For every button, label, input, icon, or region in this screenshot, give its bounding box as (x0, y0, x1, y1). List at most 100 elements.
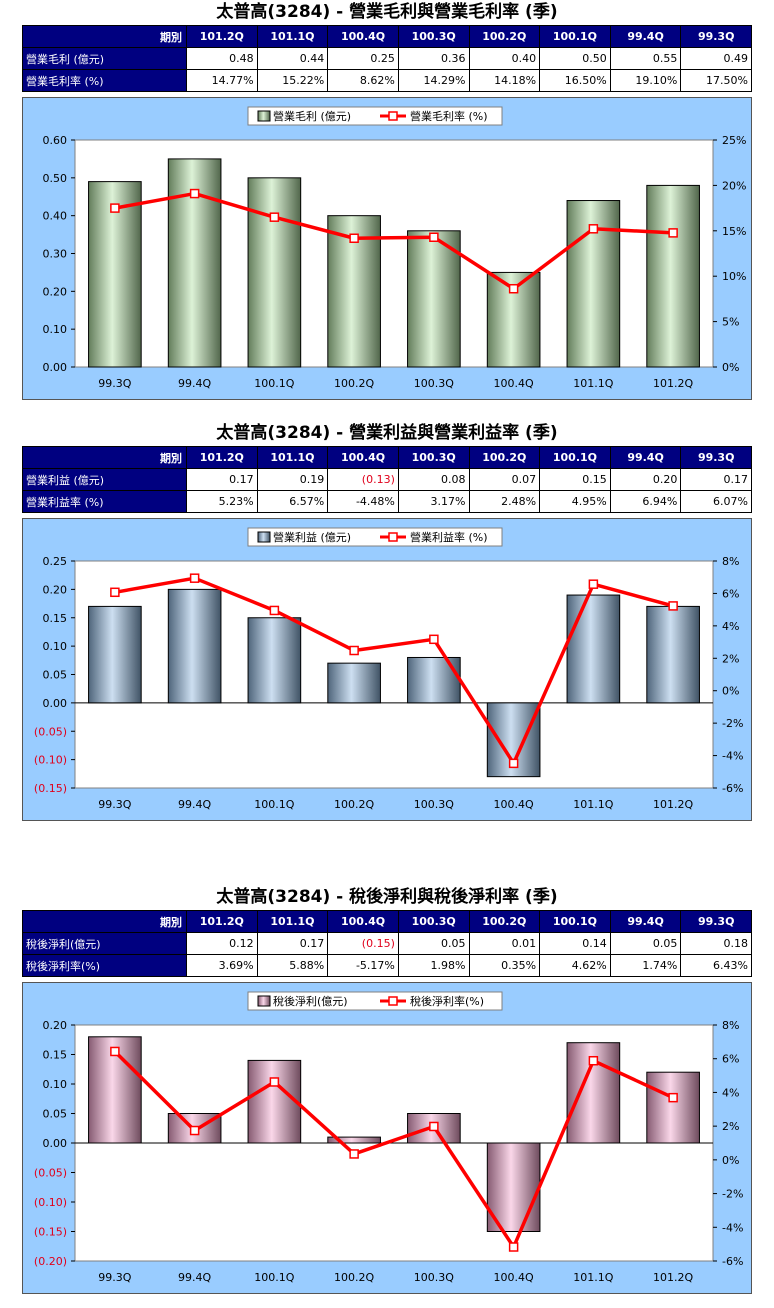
x-tick-label: 100.1Q (254, 377, 294, 390)
chart-title: 太普高(3284) - 營業毛利與營業毛利率 (季) (216, 2, 558, 22)
line-point (508, 1242, 519, 1252)
chart-panel: (0.20) (0.15) (0.10) (0.05) 0.00 0.05 0.10 0.15… (22, 982, 752, 1294)
y-tick-label: (0.05) (34, 725, 67, 738)
y2-tick-label: 4% (722, 1086, 739, 1099)
line-point (508, 283, 519, 294)
x-tick-label: 100.4Q (494, 1271, 534, 1284)
legend-bar-label: 稅後淨利(億元) (273, 994, 348, 1008)
data-table: 期別 101.2Q 101.1Q 100.4Q 100.3Q 100.2Q 10… (22, 910, 752, 977)
line-point (588, 1055, 599, 1066)
table-cell: 0.50 (539, 47, 611, 70)
table-header-cell: 99.3Q (680, 910, 752, 933)
line-point (588, 579, 599, 589)
x-tick-label: 101.1Q (573, 798, 613, 811)
row-label: 稅後淨利率(%) (22, 954, 187, 977)
y2-tick-label: -2% (722, 717, 743, 730)
table-header-cell: 100.3Q (397, 910, 470, 933)
y-tick-label: 0.40 (43, 210, 68, 223)
x-tick-label: 101.1Q (573, 1271, 613, 1284)
x-tick-label: 99.3Q (98, 798, 131, 811)
table-cell: 0.08 (397, 468, 470, 491)
y-tick-label: 0.05 (43, 1108, 68, 1121)
line-point (269, 605, 280, 616)
x-tick-label: 101.2Q (653, 798, 693, 811)
table-row: 營業利益 (億元) 0.17 0.19 (0.13) 0.08 0.07 0.1… (22, 468, 752, 491)
y2-tick-label: 5% (722, 316, 739, 329)
table-cell: 6.94% (609, 490, 682, 513)
y-tick-label: 0.15 (43, 612, 68, 625)
x-tick-label: 100.3Q (414, 1271, 454, 1284)
table-cell: 1.98% (397, 954, 470, 977)
table-header-cell: 100.1Q (539, 446, 611, 469)
table-cell: 0.07 (468, 468, 541, 491)
x-tick-label: 99.4Q (178, 798, 211, 811)
series-line (113, 1050, 674, 1249)
y2-tick-label: 25% (722, 134, 746, 147)
legend-line-label: 營業利益率 (%) (410, 530, 488, 544)
line-point (668, 228, 678, 238)
x-tick-label: 100.2Q (334, 1271, 374, 1284)
y2-tick-label: 2% (722, 1120, 739, 1133)
table-cell: 0.15 (539, 468, 611, 491)
series-line (114, 191, 674, 291)
table-cell: 0.49 (680, 47, 752, 70)
chart-panel: (0.15) (0.10) (0.05) 0.00 0.05 0.10 0.15 0.20 0.… (22, 518, 752, 821)
legend-bar-label: 營業毛利 (億元) (273, 110, 351, 123)
legend-line-marker (388, 532, 398, 542)
y-tick-label: 0.15 (43, 1049, 68, 1062)
operating-income-chart: (0.15) (0.10) (0.05) 0.00 0.05 0.10 0.15 0.20 0.… (34, 527, 743, 811)
bar (247, 177, 302, 368)
table-cell: 19.10% (609, 69, 682, 92)
gross-profit-chart: 0.00 0.10 0.20 0.30 0.40 0.50 0.60 0% 5% 10% 15% 20… (43, 106, 746, 390)
x-tick-label: 100.3Q (414, 798, 454, 811)
table-cell: 17.50% (680, 69, 752, 92)
table-cell: 4.95% (539, 490, 611, 513)
table-cell: 14.18% (468, 69, 541, 92)
y-tick-label: (0.10) (34, 754, 67, 767)
y-tick-label: 0.05 (43, 669, 68, 682)
net-income-section: 太普高(3284) - 稅後淨利與稅後淨利率 (季) 期別 101.2Q 101… (0, 886, 774, 1306)
y2-tick-label: 8% (722, 555, 739, 568)
table-cell: 0.20 (609, 468, 682, 491)
table-header-cell: 99.3Q (680, 446, 752, 469)
table-header-cell: 100.3Q (397, 25, 470, 48)
table-header-cell: 100.2Q (468, 25, 541, 48)
line-point (508, 758, 519, 769)
x-tick-label: 99.3Q (98, 377, 131, 390)
y2-tick-label: -6% (722, 782, 743, 795)
y2-tick-label: 20% (722, 179, 746, 192)
row-label: 營業利益 (億元) (22, 468, 187, 491)
table-cell: 0.40 (468, 47, 541, 70)
y-tick-label: 0.00 (43, 1137, 68, 1150)
line-point (429, 232, 439, 242)
line-point (110, 203, 120, 213)
legend: 營業毛利 (億元) 營業毛利率 (%) (247, 106, 503, 126)
table-header-cell: 99.4Q (609, 910, 682, 933)
table-header-cell: 期別 (22, 910, 187, 933)
row-label: 營業利益率 (%) (22, 490, 187, 513)
table-cell: 0.05 (609, 932, 682, 955)
table-cell: 3.17% (397, 490, 470, 513)
table-cell: (0.13) (327, 468, 399, 491)
table-cell: 0.55 (609, 47, 682, 70)
y2-tick-label: 0% (722, 1154, 739, 1167)
x-tick-label: 100.4Q (494, 377, 534, 390)
table-header-row: 期別 101.2Q 101.1Q 100.4Q 100.3Q 100.2Q 10… (22, 446, 752, 469)
table-header-cell: 101.1Q (256, 910, 329, 933)
bar (646, 605, 700, 704)
table-header-cell: 100.2Q (468, 910, 541, 933)
legend-bar-swatch (257, 995, 271, 1007)
y-tick-label: 0.10 (43, 323, 68, 336)
table-cell: -5.17% (327, 954, 399, 977)
y2-tick-label: 6% (722, 587, 739, 600)
y-tick-label: 0.50 (43, 172, 68, 185)
legend-bar-label: 營業利益 (億元) (273, 530, 351, 544)
legend-box (247, 527, 503, 547)
table-cell: 14.29% (397, 69, 470, 92)
table-cell: 5.88% (256, 954, 329, 977)
table-header-cell: 101.2Q (186, 910, 258, 933)
line-point (269, 1077, 280, 1087)
y2-tick-label: 2% (722, 652, 739, 665)
table-header-cell: 100.4Q (327, 910, 399, 933)
table-header-cell: 期別 (22, 25, 187, 48)
